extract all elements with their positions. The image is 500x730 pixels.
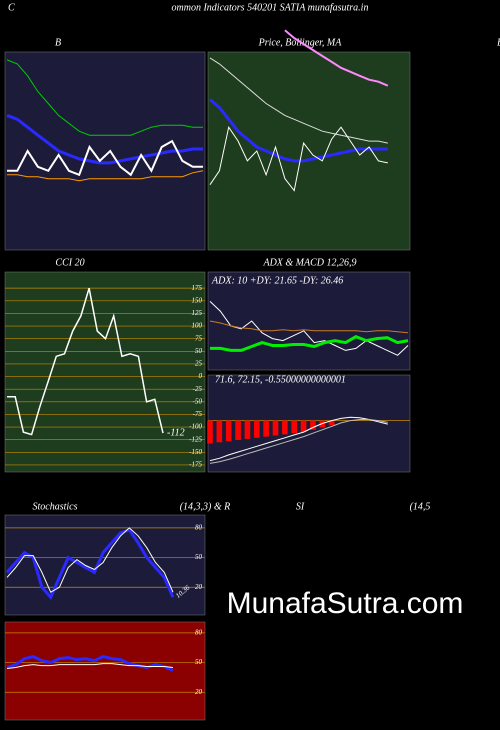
- series-line: [5, 528, 175, 600]
- y-tick-label: 150: [192, 296, 203, 304]
- panel-title: ADX & MACD 12,26,9: [262, 257, 356, 268]
- y-tick-label: 125: [192, 309, 203, 317]
- series-line: [209, 301, 409, 356]
- panel-title: Stochastics: [33, 501, 78, 512]
- histogram-bar: [291, 420, 298, 434]
- series-line: [209, 98, 388, 163]
- y-tick-label: 50: [195, 347, 203, 355]
- series-line: [7, 139, 203, 177]
- histogram-bar: [225, 420, 232, 442]
- y-tick-label: 80: [195, 628, 203, 636]
- histogram-bar: [235, 420, 241, 441]
- panel-subtitle: 71.6, 72.15, -0.55000000000001: [215, 374, 346, 385]
- histogram-bar: [272, 420, 279, 436]
- series-line: [6, 113, 203, 165]
- series-line: [209, 57, 388, 144]
- y-tick-label: -100: [189, 423, 202, 431]
- y-tick-label: -25: [193, 385, 203, 393]
- y-tick-label: -150: [189, 448, 202, 456]
- y-tick-label: 20: [195, 688, 203, 696]
- histogram-bar: [319, 420, 326, 428]
- y-tick-label: -75: [193, 410, 203, 418]
- header-title: ommon Indicators 540201 SATIA munafasutr…: [172, 2, 369, 13]
- series-line: [209, 320, 409, 334]
- histogram-bar: [244, 420, 251, 439]
- edge-label: B: [497, 37, 500, 48]
- series-line: [209, 416, 388, 462]
- histogram-bar: [300, 420, 307, 433]
- watermark: MunafaSutra.com: [227, 587, 464, 620]
- histogram-bar: [310, 420, 316, 430]
- series-line: [284, 29, 389, 87]
- series-line: [6, 527, 174, 593]
- y-tick-label: 50: [195, 658, 203, 666]
- histogram-bar: [328, 420, 335, 426]
- panel-subtitle: (14,5: [410, 501, 431, 512]
- panel: [207, 51, 411, 251]
- panel: [4, 271, 206, 473]
- y-tick-label: -175: [189, 461, 202, 469]
- header-letter: C: [8, 2, 15, 13]
- panel: [4, 621, 206, 721]
- series-line: [209, 419, 388, 464]
- panel: [207, 271, 411, 371]
- histogram-bar: [263, 420, 269, 437]
- value-label: -112: [167, 427, 185, 438]
- histogram-bar: [282, 420, 288, 435]
- y-tick-label: -125: [189, 435, 202, 443]
- panel-title: B: [55, 37, 61, 48]
- series-line: [6, 655, 174, 672]
- panel-title: CCI 20: [55, 257, 84, 268]
- y-tick-label: 100: [192, 322, 203, 330]
- y-tick-label: 0: [199, 372, 203, 380]
- y-tick-label: 20: [195, 583, 203, 591]
- series-line: [210, 335, 409, 352]
- y-tick-label: 175: [192, 284, 203, 292]
- series-line: [7, 287, 164, 436]
- y-tick-label: 80: [195, 523, 203, 531]
- panel-title: SI: [296, 501, 305, 512]
- y-tick-label: 75: [195, 334, 203, 342]
- panel-subtitle: ADX: 10 +DY: 21.65 -DY: 26.46: [211, 275, 343, 286]
- series-line: [6, 59, 203, 136]
- series-line: [7, 170, 204, 182]
- panel-subtitle: (14,3,3) & R: [180, 501, 231, 512]
- y-tick-label: 50: [195, 553, 203, 561]
- histogram-bar: [207, 420, 213, 444]
- histogram-bar: [216, 420, 223, 443]
- series-line: [6, 663, 174, 669]
- y-tick-label: -50: [193, 397, 203, 405]
- series-line: [209, 125, 388, 192]
- y-tick-label: 25: [195, 360, 203, 368]
- histogram-bar: [253, 420, 260, 438]
